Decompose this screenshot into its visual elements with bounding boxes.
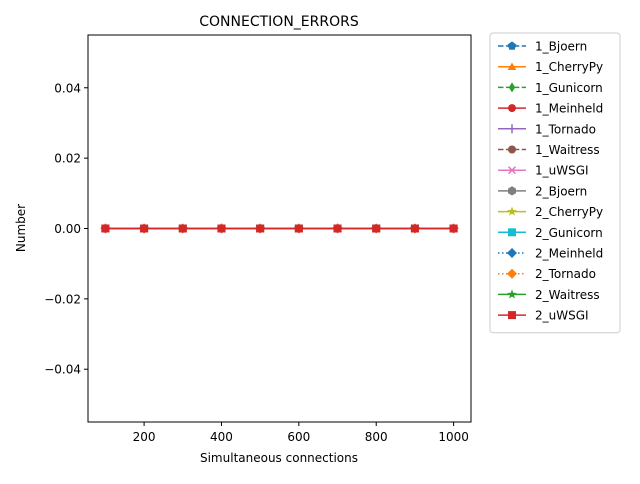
legend-marker <box>508 186 516 196</box>
data-point-2-uwsgi <box>140 224 149 233</box>
legend-label: 1_uWSGI <box>535 164 589 178</box>
y-axis-label: Number <box>14 204 28 252</box>
legend-marker <box>507 62 517 70</box>
x-axis-label: Simultaneous connections <box>200 451 358 465</box>
legend-item-2-gunicorn: 2_Gunicorn <box>498 226 603 240</box>
legend-marker <box>508 82 516 93</box>
legend-label: 2_Waitress <box>535 288 600 302</box>
data-point-2-uwsgi <box>178 224 187 233</box>
legend-label: 1_CherryPy <box>535 60 603 74</box>
legend-label: 2_Gunicorn <box>535 226 603 240</box>
legend-item-2-cherrypy: 2_CherryPy <box>498 205 603 219</box>
legend-item-2-uwsgi: 2_uWSGI <box>498 309 589 323</box>
legend-item-1-uwsgi: 1_uWSGI <box>498 164 589 178</box>
y-tick-label: −0.04 <box>44 363 81 377</box>
legend-marker <box>507 268 517 279</box>
legend-label: 1_Meinheld <box>535 102 603 116</box>
legend-marker <box>507 41 517 50</box>
legend-item-1-gunicorn: 1_Gunicorn <box>498 81 603 95</box>
x-tick-label: 600 <box>287 430 310 444</box>
legend-item-2-waitress: 2_Waitress <box>498 288 600 302</box>
legend-item-1-cherrypy: 1_CherryPy <box>498 60 603 74</box>
x-tick-label: 1000 <box>438 430 469 444</box>
y-tick-label: 0.02 <box>54 152 81 166</box>
x-tick-label: 800 <box>365 430 388 444</box>
x-tick-label: 200 <box>133 430 156 444</box>
legend-item-2-bjoern: 2_Bjoern <box>498 184 587 198</box>
legend-label: 1_Gunicorn <box>535 81 603 95</box>
legend-item-1-bjoern: 1_Bjoern <box>498 40 587 54</box>
y-tick-label: 0.00 <box>54 222 81 236</box>
legend-label: 2_Bjoern <box>535 184 587 198</box>
legend-item-1-meinheld: 1_Meinheld <box>498 102 603 116</box>
legend-label: 1_Tornado <box>535 122 596 136</box>
legend-item-1-tornado: 1_Tornado <box>498 122 596 136</box>
series-2-uwsgi <box>101 224 458 233</box>
legend-label: 2_uWSGI <box>535 309 589 323</box>
data-point-2-uwsgi <box>101 224 110 233</box>
legend-label: 1_Waitress <box>535 143 600 157</box>
legend: 1_Bjoern 1_CherryPy 1_Gunicorn 1_Meinheld 1_… <box>489 32 621 334</box>
legend-label: 1_Bjoern <box>535 40 587 54</box>
y-tick-label: −0.02 <box>44 292 81 306</box>
y-tick-label: 0.04 <box>54 81 81 95</box>
data-point-2-uwsgi <box>217 224 226 233</box>
series-layer <box>100 223 459 234</box>
data-point-2-uwsgi <box>410 224 419 233</box>
data-point-2-uwsgi <box>372 224 381 233</box>
axes: 200 400 600 800 1000 −0.04 −0.02 0.00 0.02 0.04 <box>44 34 472 444</box>
legend-item-1-waitress: 1_Waitress <box>498 143 600 157</box>
data-point-2-uwsgi <box>333 224 342 233</box>
legend-marker <box>508 228 516 237</box>
x-tick-label: 400 <box>210 430 233 444</box>
legend-marker <box>507 166 517 175</box>
legend-item-2-meinheld: 2_Meinheld <box>498 247 603 261</box>
legend-marker <box>508 145 516 154</box>
legend-marker <box>507 206 517 216</box>
legend-marker <box>507 124 517 134</box>
legend-marker <box>507 248 517 258</box>
legend-label: 2_Tornado <box>535 267 596 281</box>
legend-item-2-tornado: 2_Tornado <box>498 267 596 281</box>
legend-marker <box>508 104 516 113</box>
chart-title: CONNECTION_ERRORS <box>199 14 359 30</box>
data-point-2-uwsgi <box>256 224 265 233</box>
legend-marker <box>508 311 516 320</box>
data-point-2-uwsgi <box>449 224 458 233</box>
legend-marker <box>507 289 517 299</box>
legend-label: 2_CherryPy <box>535 205 603 219</box>
legend-label: 2_Meinheld <box>535 247 603 261</box>
data-point-2-uwsgi <box>294 224 303 233</box>
